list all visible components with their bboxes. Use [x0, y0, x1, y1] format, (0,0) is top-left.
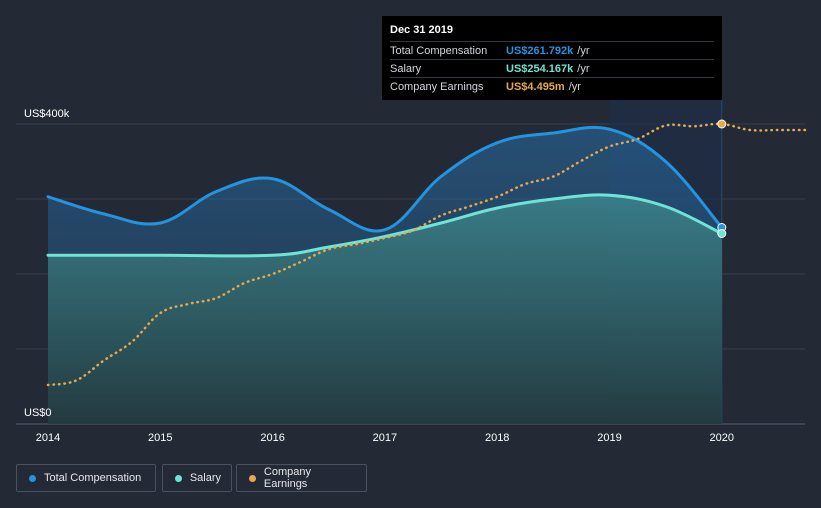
legend-label: Salary: [189, 472, 221, 484]
marker-salary: [717, 229, 727, 238]
tooltip-unit: /yr: [577, 44, 590, 57]
chart-tooltip: Dec 31 2019 Total Compensation US$261.79…: [382, 16, 722, 100]
legend-item-total-compensation[interactable]: Total Compensation: [16, 464, 156, 492]
tooltip-date: Dec 31 2019: [390, 24, 453, 36]
tooltip-value: US$254.167k: [506, 62, 574, 75]
tooltip-label: Total Compensation: [390, 44, 488, 57]
x-tick-label: 2018: [485, 432, 509, 444]
y-tick-label-zero: US$0: [24, 407, 52, 419]
tooltip-value: US$261.792k: [506, 44, 574, 57]
legend-dot-icon: [249, 474, 256, 482]
marker-company-earnings: [717, 119, 727, 129]
tooltip-unit: /yr: [577, 62, 590, 75]
x-tick-label: 2020: [710, 432, 734, 444]
tooltip-row-company-earnings: Company Earnings US$4.495m /yr: [390, 77, 714, 95]
axis-labels: 2014 2015 2016 2017 2018 2019 2020 US$400k US$0: [24, 108, 734, 444]
legend-label: Company Earnings: [263, 466, 311, 490]
x-tick-label: 2019: [597, 432, 621, 444]
x-tick-label: 2014: [36, 432, 60, 444]
tooltip-value: US$4.495m: [506, 80, 565, 93]
legend-dot-icon: [175, 474, 182, 482]
legend-item-company-earnings[interactable]: Company Earnings: [236, 464, 367, 492]
legend-label: Total Compensation: [44, 472, 142, 484]
series-lines: [46, 122, 808, 387]
x-tick-label: 2017: [373, 432, 397, 444]
line-total-compensation: [46, 125, 724, 233]
tooltip-label: Company Earnings: [390, 80, 484, 93]
tooltip-row-salary: Salary US$254.167k /yr: [390, 59, 714, 77]
hover-markers: [717, 119, 727, 238]
legend-dot-icon: [29, 474, 36, 482]
tooltip-label: Salary: [390, 62, 422, 75]
legend-item-salary[interactable]: Salary: [162, 464, 232, 492]
tooltip-row-total-compensation: Total Compensation US$261.792k /yr: [390, 41, 714, 59]
tooltip-unit: /yr: [568, 80, 581, 93]
y-tick-label-max: US$400k: [24, 108, 70, 120]
line-salary: [46, 193, 724, 258]
line-company-earnings: [46, 122, 808, 387]
x-tick-label: 2016: [260, 432, 284, 444]
series-areas: [48, 127, 722, 424]
x-tick-label: 2015: [148, 432, 172, 444]
area-salary: [48, 194, 722, 424]
